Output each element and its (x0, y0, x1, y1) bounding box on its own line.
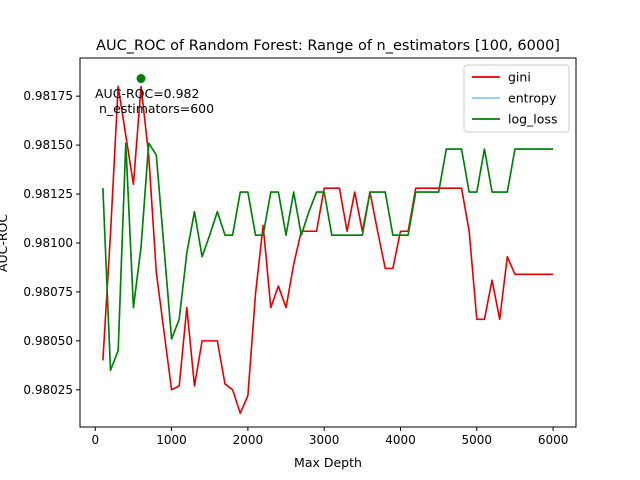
y-axis-ticks: 0.98025 0.98050 0.98075 0.98100 0.98125 0.981… (23, 89, 80, 397)
x-tick-label: 5000 (462, 433, 493, 447)
chart-title: AUC_ROC of Random Forest: Range of n_est… (96, 38, 560, 54)
legend-items: gini entropy log_loss (472, 70, 557, 127)
x-tick-label: 0 (91, 433, 99, 447)
series-line-log-loss (102, 142, 554, 372)
series-line-gini (102, 85, 554, 415)
series-layer (102, 85, 554, 415)
y-tick-label: 0.98125 (23, 187, 73, 201)
legend-label-gini: gini (508, 70, 531, 85)
best-point-auc-label: AUC-ROC=0.982 (95, 86, 199, 101)
x-tick-label: 4000 (385, 433, 416, 447)
best-point-marker (136, 74, 146, 84)
legend-box (463, 64, 570, 133)
legend-label-log-loss: log_loss (508, 112, 557, 127)
best-point-label: AUC-ROC=0.982 n_estimators=600 (95, 86, 214, 116)
y-tick-label: 0.98025 (23, 383, 73, 397)
y-tick-label: 0.98100 (23, 236, 73, 250)
best-point-n-label: n_estimators=600 (95, 101, 214, 116)
x-tick-label: 1000 (156, 433, 187, 447)
legend-label-entropy: entropy (508, 91, 557, 106)
y-axis-label: AUC-ROC (0, 214, 10, 272)
highlight-layer: AUC-ROC=0.982 n_estimators=600 (95, 74, 214, 116)
x-tick-label: 2000 (233, 433, 264, 447)
y-tick-label: 0.98175 (23, 89, 73, 103)
x-tick-label: 6000 (538, 433, 569, 447)
y-tick-label: 0.98150 (23, 138, 73, 152)
legend: gini entropy log_loss (463, 64, 570, 133)
y-tick-label: 0.98075 (23, 285, 73, 299)
y-tick-label: 0.98050 (23, 334, 73, 348)
x-axis-label: Max Depth (294, 455, 362, 470)
x-tick-label: 3000 (309, 433, 340, 447)
x-axis-ticks: 0 1000 2000 3000 4000 5000 6000 (91, 427, 568, 447)
